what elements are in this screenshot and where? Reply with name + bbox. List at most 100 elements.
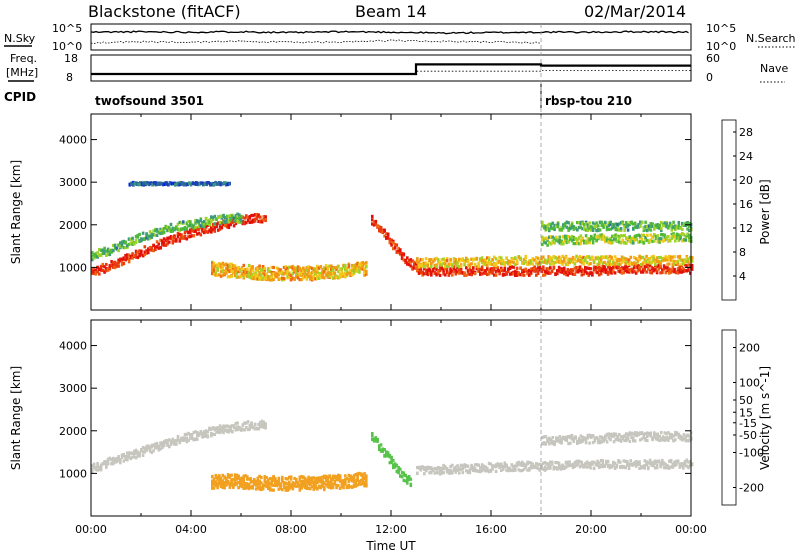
power-range-cell — [652, 267, 655, 271]
velocity-range-cell — [140, 448, 143, 452]
velocity-range-cell — [683, 463, 687, 467]
power-range-cell — [612, 259, 615, 263]
power-range-cell — [451, 269, 454, 273]
velocity-range-cell — [105, 460, 108, 464]
power-range-cell — [615, 259, 619, 263]
power-range-cell — [615, 257, 619, 261]
power-range-cell — [558, 228, 562, 232]
power-range-cell — [608, 267, 612, 271]
power-range-cell — [568, 258, 571, 262]
power-range-cell — [246, 270, 249, 274]
power-range-cell — [508, 260, 512, 264]
power-range-cell — [573, 262, 577, 266]
velocity-range-cell — [143, 450, 147, 454]
power-range-cell — [113, 246, 117, 250]
velocity-range-cell — [618, 438, 621, 442]
power-range-cell — [379, 229, 383, 234]
velocity-range-cell — [246, 482, 249, 486]
velocity-range-cell — [639, 438, 642, 442]
power-range-cell — [549, 235, 553, 239]
power-colorbar-tick-label: 24 — [739, 150, 753, 163]
power-range-cell — [636, 266, 640, 270]
velocity-range-cell — [129, 451, 133, 455]
power-range-cell — [665, 222, 668, 226]
power-range-cell — [548, 235, 551, 239]
power-range-cell — [689, 267, 692, 271]
power-range-cell — [668, 254, 671, 259]
power-range-cell — [661, 270, 664, 274]
power-range-cell — [261, 271, 265, 275]
power-range-cell — [270, 278, 274, 282]
velocity-range-cell — [392, 463, 395, 467]
velocity-range-cell — [263, 483, 267, 488]
power-range-cell — [688, 221, 691, 225]
velocity-range-cell — [356, 483, 359, 487]
power-range-cell — [593, 236, 597, 240]
power-range-cell — [264, 218, 267, 223]
velocity-range-cell — [253, 477, 256, 482]
power-range-cell — [542, 240, 546, 244]
power-range-cell — [252, 220, 255, 224]
power-range-cell — [661, 223, 665, 228]
velocity-range-cell — [228, 481, 232, 486]
velocity-range-cell — [616, 438, 619, 442]
velocity-range-cell — [447, 468, 451, 472]
power-range-cell — [657, 260, 661, 264]
power-range-cell — [522, 273, 526, 277]
power-range-cell — [563, 223, 567, 227]
velocity-range-cell — [249, 477, 253, 481]
velocity-range-cell — [572, 439, 576, 443]
power-range-cell — [157, 230, 161, 234]
power-range-cell — [484, 261, 487, 265]
power-range-cell — [243, 216, 246, 220]
velocity-range-cell — [211, 474, 214, 479]
power-range-cell — [561, 254, 564, 258]
power-range-cell — [260, 268, 263, 272]
power-range-cell — [668, 262, 671, 266]
velocity-range-cell — [672, 434, 675, 438]
power-range-cell — [547, 267, 550, 271]
power-range-cell — [238, 213, 241, 217]
velocity-range-cell — [136, 450, 140, 454]
velocity-colorbar-tick-label: -200 — [739, 482, 764, 495]
velocity-range-cell — [274, 482, 277, 486]
power-range-cell — [208, 223, 211, 227]
velocity-range-cell — [272, 478, 275, 483]
power-range-cell — [162, 241, 166, 245]
power-range-cell — [211, 266, 214, 270]
power-range-cell — [438, 263, 442, 267]
power-range-cell — [546, 238, 549, 242]
power-range-cell — [232, 216, 236, 220]
power-range-cell — [330, 264, 333, 268]
power-range-cell — [643, 265, 647, 269]
power-range-cell — [524, 268, 528, 272]
velocity-range-cell — [206, 430, 210, 434]
power-range-cell — [652, 256, 655, 261]
power-range-cell — [256, 277, 260, 281]
power-range-cell — [600, 237, 604, 241]
power-range-cell — [196, 232, 199, 236]
velocity-range-cell — [679, 434, 682, 438]
velocity-range-cell — [309, 476, 312, 480]
power-range-cell — [303, 275, 307, 279]
velocity-panel-frame — [90, 319, 692, 517]
power-range-cell — [491, 271, 494, 275]
power-range-cell — [131, 242, 134, 246]
power-range-cell — [236, 215, 239, 219]
velocity-range-cell — [540, 463, 543, 467]
velocity-range-cell — [658, 435, 661, 439]
power-range-cell — [242, 272, 246, 277]
power-range-cell — [591, 257, 594, 261]
power-range-cell — [333, 273, 337, 278]
power-range-cell — [227, 225, 231, 229]
velocity-range-cell — [558, 435, 562, 439]
power-range-cell — [655, 256, 659, 260]
power-range-cell — [253, 219, 257, 223]
power-range-cell — [131, 240, 134, 244]
power-range-cell — [190, 227, 194, 231]
velocity-range-cell — [249, 485, 253, 489]
power-range-cell — [604, 223, 607, 227]
power-range-cell — [248, 215, 252, 219]
power-range-cell — [484, 269, 487, 273]
power-range-cell — [653, 227, 656, 231]
